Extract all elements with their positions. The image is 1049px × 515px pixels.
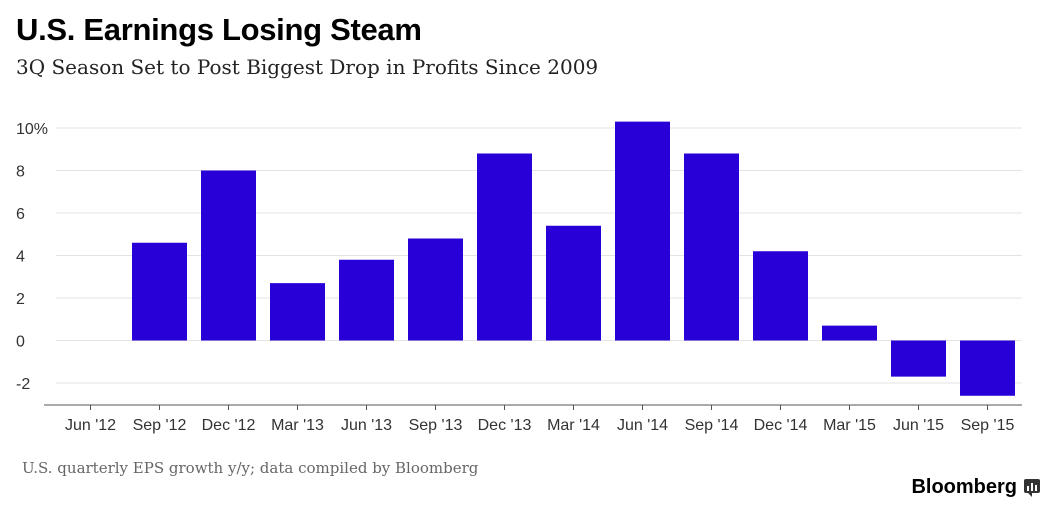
bar-4	[339, 259, 394, 341]
bar-9	[684, 153, 739, 341]
x-tick-label-1: Sep '12	[133, 417, 187, 434]
x-tick-label-0: Jun '12	[65, 417, 116, 434]
source-note: U.S. quarterly EPS growth y/y; data comp…	[22, 459, 479, 477]
bar-8	[615, 121, 670, 341]
x-tick-label-2: Dec '12	[202, 417, 256, 434]
y-tick-label-1: 8	[16, 164, 25, 181]
y-tick-label-4: 2	[16, 291, 25, 308]
x-tick-label-10: Dec '14	[754, 417, 808, 434]
x-tick-label-13: Sep '15	[961, 417, 1015, 434]
y-tick-label-2: 6	[16, 206, 25, 223]
bar-6	[477, 153, 532, 341]
x-tick-label-8: Jun '14	[617, 417, 668, 434]
bar-1	[132, 242, 187, 341]
y-tick-label-0: 10%	[16, 121, 48, 138]
bar-10	[753, 251, 808, 341]
chart-subtitle: 3Q Season Set to Post Biggest Drop in Pr…	[16, 55, 599, 79]
bar-5	[408, 238, 463, 341]
x-tick-label-3: Mar '13	[271, 417, 324, 434]
y-tick-label-5: 0	[16, 334, 25, 351]
bar-12	[891, 340, 946, 377]
x-tick-label-5: Sep '13	[409, 417, 463, 434]
brand-logo: Bloomberg	[911, 476, 1017, 498]
x-tick-label-6: Dec '13	[478, 417, 532, 434]
y-tick-label-6: -2	[16, 376, 30, 393]
bar-11	[822, 325, 877, 341]
x-tick-label-7: Mar '14	[547, 417, 600, 434]
bar-3	[270, 283, 325, 341]
x-tick-label-9: Sep '14	[685, 417, 739, 434]
x-tick-label-12: Jun '15	[893, 417, 944, 434]
bar-2	[201, 170, 256, 341]
x-tick-label-4: Jun '13	[341, 417, 392, 434]
chart-title: U.S. Earnings Losing Steam	[16, 12, 422, 47]
x-tick-label-11: Mar '15	[823, 417, 876, 434]
bar-13	[960, 340, 1015, 396]
bloomberg-chart-icon	[1024, 479, 1040, 497]
bar-7	[546, 225, 601, 341]
y-tick-label-3: 4	[16, 249, 25, 266]
